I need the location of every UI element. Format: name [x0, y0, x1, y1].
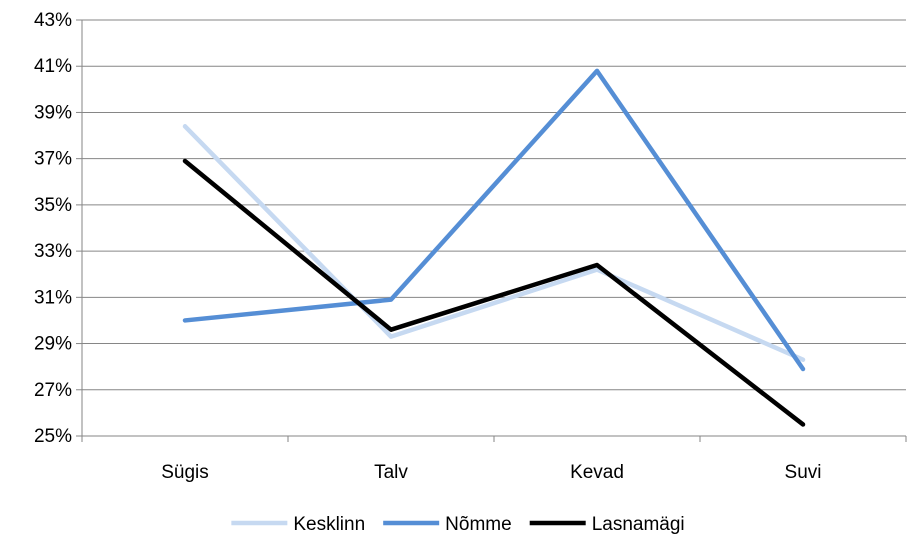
y-tick-label: 33% — [34, 241, 72, 262]
legend: Kesklinn Nõmme Lasnamägi — [231, 514, 685, 535]
x-tick-label: Talv — [374, 462, 408, 483]
legend-label: Nõmme — [445, 514, 512, 535]
x-tick-label: Suvi — [785, 462, 822, 483]
legend-label: Kesklinn — [293, 514, 365, 535]
x-tick-label: Sügis — [161, 462, 209, 483]
series-line-lasnamägi — [182, 158, 806, 427]
series-line-nõmme — [182, 68, 806, 372]
y-tick-label: 41% — [34, 56, 72, 77]
y-tick-label: 37% — [34, 149, 72, 170]
gridlines — [82, 19, 906, 391]
x-axis-ticks: Sügis Talv Kevad Suvi — [81, 436, 907, 483]
y-tick-label: 25% — [34, 426, 72, 447]
y-tick-label: 39% — [34, 102, 72, 123]
y-tick-label: 35% — [34, 195, 72, 216]
y-axis-ticks: 25% 27% 29% 31% 33% 35% 37% 39% 41% 43% — [34, 10, 82, 447]
series-lines — [182, 68, 806, 427]
y-tick-label: 43% — [34, 10, 72, 31]
series-line-kesklinn — [182, 124, 806, 362]
legend-label: Lasnamägi — [592, 514, 685, 535]
y-tick-label: 27% — [34, 380, 72, 401]
y-tick-label: 31% — [34, 287, 72, 308]
x-tick-label: Kevad — [570, 462, 624, 483]
axes — [81, 20, 906, 437]
y-tick-label: 29% — [34, 334, 72, 355]
